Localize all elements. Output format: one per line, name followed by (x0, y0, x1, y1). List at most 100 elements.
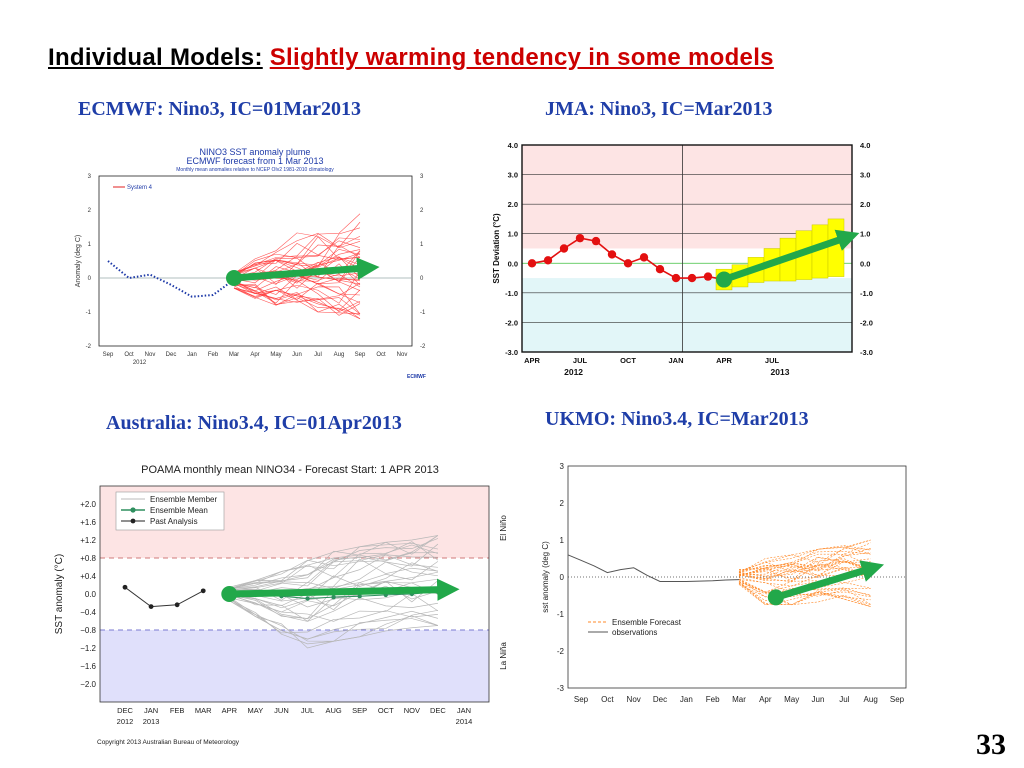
jma-ytick-left: -2.0 (505, 318, 518, 327)
ukmo-tendency-arrow-start-dot (767, 589, 784, 606)
poama-ytick: −0.8 (80, 626, 96, 635)
jma-observed-point (559, 244, 569, 253)
jma-ytick-left: 1.0 (508, 230, 518, 239)
poama-ylabel: SST anomaly (°C) (54, 554, 65, 635)
ecmwf-ytick-right: 1 (420, 242, 424, 248)
poama-year-label: 2012 (117, 717, 134, 726)
poama-title: POAMA monthly mean NINO34 - Forecast Sta… (141, 464, 439, 476)
slide-title-rest: Slightly warming tendency in some models (269, 44, 774, 71)
poama-tendency-arrow (229, 578, 460, 601)
poama-label-la-nina: La Niña (499, 642, 508, 670)
poama-past-analysis-point (148, 604, 154, 609)
poama-past-analysis-line (124, 586, 204, 608)
poama-xtick: APR (222, 706, 238, 715)
ukmo-legend-label: observations (612, 628, 657, 637)
ecmwf-subtitle2: Monthly mean anomalies relative to NCEP … (176, 167, 334, 173)
poama-ensemble-member (229, 598, 438, 640)
jma-ytick-left: -3.0 (505, 348, 518, 357)
ecmwf-xtick: Apr (250, 352, 259, 358)
ecmwf-xtick: Sep (103, 352, 114, 358)
ecmwf-ytick-right: 2 (420, 208, 424, 214)
jma-ytick-right: -1.0 (860, 289, 873, 298)
poama-xtick: AUG (325, 706, 341, 715)
poama-xtick: DEC (117, 706, 133, 715)
ecmwf-ylabel: Anomaly (deg C) (75, 235, 82, 288)
poama-xtick: MAR (195, 706, 212, 715)
ukmo-xtick: Aug (864, 695, 878, 704)
jma-ylabel: SST Deviation (°C) (492, 213, 501, 284)
poama-xtick: JAN (144, 706, 158, 715)
ukmo-xtick: Mar (732, 695, 746, 704)
ukmo-xtick: Oct (601, 695, 614, 704)
ecmwf-tendency-arrow (233, 257, 380, 282)
ukmo-ytick: 3 (560, 462, 565, 471)
ecmwf-xtick: Dec (166, 352, 177, 358)
poama-copyright: Copyright 2013 Australian Bureau of Mete… (97, 739, 240, 746)
ukmo-ensemble-member (738, 563, 871, 576)
poama-ytick: −1.2 (80, 644, 96, 653)
poama-year-label: 2013 (143, 717, 160, 726)
poama-ytick: −2.0 (80, 680, 96, 689)
ecmwf-ensemble-member (233, 287, 361, 320)
ukmo-tendency-arrow (774, 560, 885, 601)
ukmo-xtick: Nov (627, 695, 641, 704)
poama-ensemble-member (229, 543, 439, 590)
poama-ytick: 0.0 (85, 590, 97, 599)
jma-observed-point (703, 272, 713, 281)
poama-ensemble-member (229, 535, 439, 588)
poama-ensemble-member (229, 552, 438, 590)
jma-observed-point (607, 250, 617, 259)
jma-cold-band (522, 278, 852, 352)
poama-ensemble-member (229, 562, 439, 602)
ukmo-ensemble-member (738, 563, 871, 583)
poama-ensemble-member (229, 596, 438, 634)
jma-ytick-right: -3.0 (860, 348, 873, 357)
ecmwf-xtick: Jun (292, 352, 302, 358)
ukmo-xtick: May (784, 695, 799, 704)
poama-xtick: MAY (248, 706, 264, 715)
poama-ensemble-member (229, 599, 439, 645)
ecmwf-ensemble-member (233, 283, 361, 316)
ecmwf-ytick-right: 0 (420, 276, 424, 282)
jma-xtick: OCT (620, 356, 636, 365)
poama-ensemble-member (229, 594, 438, 622)
ukmo-xtick: Jul (839, 695, 849, 704)
ecmwf-ensemble-member (233, 268, 361, 291)
ukmo-xtick: Dec (653, 695, 667, 704)
jma-year-label: 2013 (771, 367, 790, 377)
ukmo-ensemble-member (738, 539, 871, 574)
jma-xtick: JAN (668, 356, 683, 365)
ecmwf-ytick-left: 1 (88, 242, 92, 248)
poama-legend-label: Ensemble Member (150, 495, 217, 504)
ukmo-ensemble-member (738, 568, 871, 593)
ecmwf-ensemble-member (233, 283, 361, 315)
poama-xtick: OCT (378, 706, 394, 715)
jma-ytick-left: -1.0 (505, 289, 518, 298)
ecmwf-xtick: Nov (397, 352, 408, 358)
poama-ensemble-member (229, 535, 439, 590)
jma-observed-point (655, 265, 665, 274)
ukmo-xtick: Apr (759, 695, 772, 704)
ecmwf-year-label: 2012 (133, 360, 147, 366)
ecmwf-tendency-arrow-start-dot (226, 270, 242, 286)
poama-label-el-nino: El Niño (499, 515, 508, 541)
poama-xtick: FEB (170, 706, 185, 715)
ukmo-ensemble-member (738, 582, 871, 602)
jma-heading: JMA: Nino3, IC=Mar2013 (545, 98, 773, 120)
jma-ytick-right: -2.0 (860, 318, 873, 327)
ecmwf-xtick: Sep (355, 352, 366, 358)
ecmwf-title: NINO3 SST anomaly plume (200, 147, 311, 157)
ukmo-ensemble-member (738, 546, 871, 572)
poama-ensemble-member (229, 535, 438, 590)
jma-ytick-right: 2.0 (860, 200, 870, 209)
ecmwf-ensemble-member (233, 240, 361, 275)
ukmo-xtick: Sep (890, 695, 905, 704)
poama-ensemble-member (229, 544, 439, 592)
poama-ensemble-member (229, 538, 439, 589)
ecmwf-ytick-left: -2 (86, 344, 92, 350)
ecmwf-ensemble-member (233, 279, 361, 313)
poama-xtick: DEC (430, 706, 446, 715)
ukmo-ytick: 1 (560, 536, 565, 545)
